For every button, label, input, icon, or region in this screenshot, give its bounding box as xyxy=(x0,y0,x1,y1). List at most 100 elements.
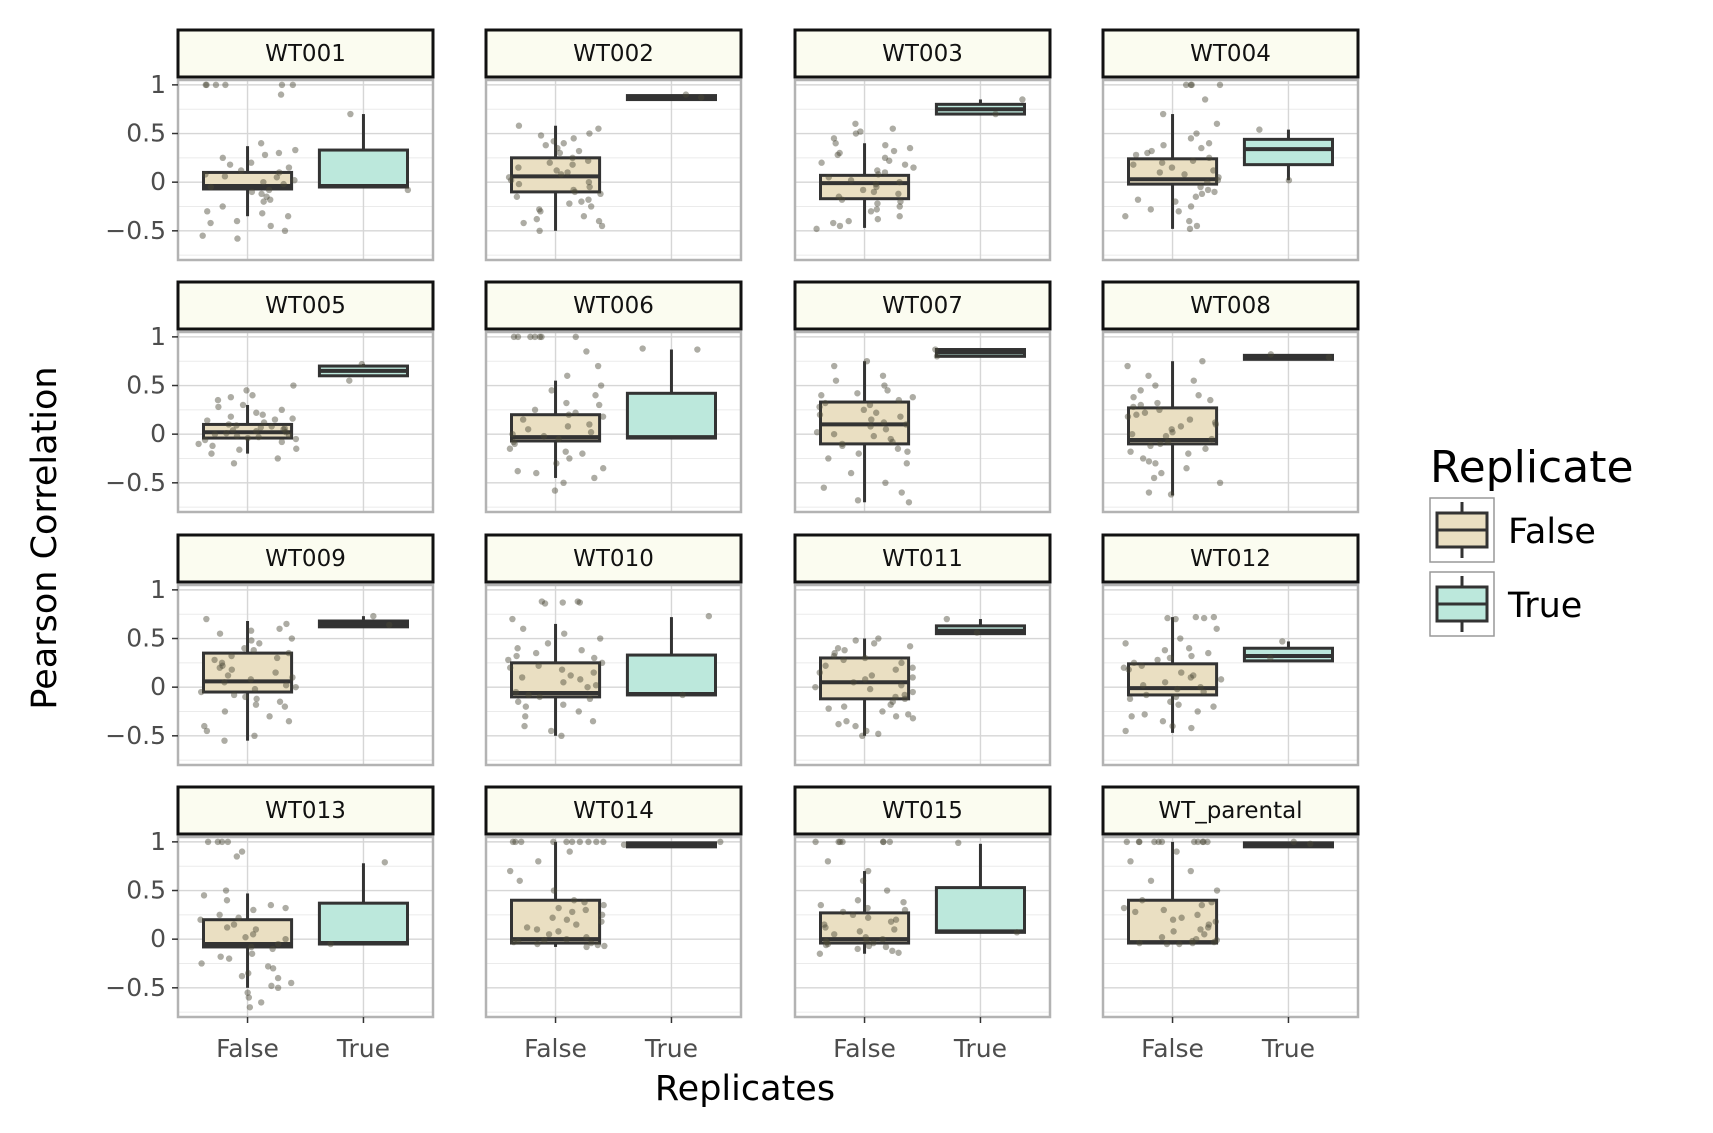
data-point-false xyxy=(1197,183,1204,191)
facet-title: WT007 xyxy=(882,293,963,319)
data-point-false xyxy=(820,921,828,928)
data-point-true xyxy=(327,940,334,948)
data-point-false xyxy=(1185,450,1192,457)
data-point-false xyxy=(233,432,241,440)
data-point-false xyxy=(522,713,529,720)
data-point-false xyxy=(533,926,541,933)
data-point-false xyxy=(822,924,829,931)
data-point-false xyxy=(1158,469,1165,477)
facet-title: WT006 xyxy=(573,293,654,319)
data-point-false xyxy=(217,953,224,960)
data-point-false xyxy=(558,666,566,673)
data-point-false xyxy=(275,149,283,157)
panel-border xyxy=(484,78,743,262)
data-point-true xyxy=(955,839,962,847)
data-point-false xyxy=(1216,479,1224,487)
data-point-false xyxy=(250,906,257,914)
data-point-false xyxy=(228,652,235,660)
data-point-false xyxy=(271,416,279,423)
data-point-false xyxy=(1186,217,1193,225)
data-point-false xyxy=(585,838,592,846)
legend-key-true xyxy=(1429,571,1495,637)
data-point-false xyxy=(289,674,296,681)
data-point-false xyxy=(816,403,823,411)
data-point-false xyxy=(909,664,916,671)
data-point-false xyxy=(897,413,904,420)
data-point-false xyxy=(882,141,889,149)
data-point-false xyxy=(901,691,908,699)
data-point-false xyxy=(1160,141,1167,149)
box-true xyxy=(934,886,1027,934)
data-point-true xyxy=(404,186,412,194)
box-true xyxy=(317,148,409,189)
data-point-false xyxy=(558,732,565,740)
data-point-false xyxy=(533,215,540,223)
data-point-false xyxy=(560,701,567,708)
data-point-false xyxy=(875,730,882,738)
data-point-false xyxy=(198,960,205,967)
data-point-false xyxy=(854,497,862,504)
data-point-true xyxy=(932,346,939,353)
data-point-false xyxy=(600,838,607,846)
data-point-false xyxy=(542,141,549,149)
data-point-false xyxy=(1175,701,1182,708)
facet-WT008: WT008 xyxy=(1101,280,1360,514)
panel-background xyxy=(178,332,433,512)
facet-title: WT008 xyxy=(1190,293,1271,319)
data-point-false xyxy=(1187,867,1194,875)
data-point-false xyxy=(839,440,846,448)
data-point-false xyxy=(903,460,910,467)
data-point-false xyxy=(586,695,594,703)
data-point-false xyxy=(1137,401,1144,409)
data-point-false xyxy=(816,950,824,957)
data-point-false xyxy=(836,222,844,230)
data-point-false xyxy=(874,215,882,223)
data-point-false xyxy=(507,177,515,184)
data-point-false xyxy=(1194,708,1201,715)
data-point-false xyxy=(221,708,229,715)
data-point-false xyxy=(1186,416,1194,423)
y-tick-label: 1 xyxy=(150,827,166,856)
data-point-false xyxy=(832,377,840,384)
data-point-false xyxy=(586,183,593,191)
data-point-false xyxy=(598,918,605,925)
data-point-false xyxy=(900,898,907,906)
data-point-false xyxy=(255,433,262,441)
data-point-false xyxy=(285,718,293,725)
data-point-true xyxy=(370,612,377,620)
data-point-false xyxy=(1198,190,1206,198)
data-point-false xyxy=(886,157,893,164)
x-axis-title: Replicates xyxy=(655,1069,835,1109)
data-point-false xyxy=(201,436,209,444)
data-point-false xyxy=(576,599,584,606)
data-point-false xyxy=(546,159,553,166)
data-point-false xyxy=(578,198,585,205)
data-point-false xyxy=(518,838,525,846)
data-point-false xyxy=(259,411,266,418)
legend-label-false: False xyxy=(1508,512,1596,552)
data-point-false xyxy=(285,649,292,657)
box-false xyxy=(510,898,602,945)
data-point-false xyxy=(859,732,866,740)
data-point-true xyxy=(698,94,705,101)
data-point-false xyxy=(207,183,215,191)
data-point-true xyxy=(1256,126,1263,133)
data-point-false xyxy=(276,698,284,705)
data-point-false xyxy=(857,128,864,135)
data-point-false xyxy=(592,682,600,689)
data-point-false xyxy=(836,149,843,157)
data-point-false xyxy=(563,399,570,407)
data-point-false xyxy=(246,1004,254,1011)
data-point-false xyxy=(248,637,255,644)
data-point-false xyxy=(830,135,838,142)
data-point-false xyxy=(581,898,588,906)
data-point-false xyxy=(531,406,539,414)
x-tick-label: False xyxy=(524,1034,587,1063)
x-tick-label: True xyxy=(336,1034,390,1063)
data-point-false xyxy=(836,838,844,846)
data-point-false xyxy=(854,897,862,904)
data-point-false xyxy=(1139,897,1146,904)
data-point-false xyxy=(575,708,582,715)
data-point-false xyxy=(892,666,899,673)
data-point-true xyxy=(992,110,999,118)
